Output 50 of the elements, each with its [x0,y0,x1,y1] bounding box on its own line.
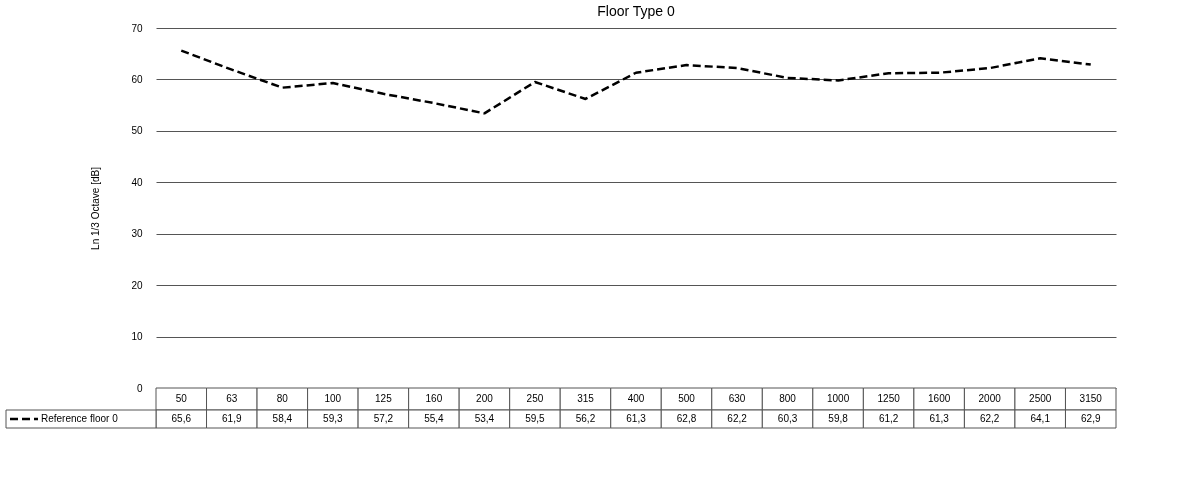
y-tick-label: 30 [131,228,143,240]
x-tick-label: 200 [476,393,494,404]
data-label: 61,3 [626,413,647,424]
data-label: 61,2 [878,413,899,424]
line-series [180,49,1092,115]
x-tick-label: 800 [779,393,797,404]
data-label: 59,3 [323,413,344,424]
data-label: 62,9 [1081,413,1101,424]
x-tick-label: 1600 [928,393,951,404]
data-label: 55,4 [424,413,445,424]
data-label: 64,1 [1030,413,1051,424]
y-axis-title: Ln 1/3 Octave [dB] [90,166,102,250]
x-tick-label: 125 [375,393,393,404]
chart-title: Floor Type 0 [597,3,675,19]
y-tick-label: 60 [131,73,143,85]
y-tick-label: 20 [131,279,143,291]
data-label: 59,5 [525,413,546,424]
data-label: 62,2 [979,413,1000,424]
x-tick-label: 3150 [1079,393,1103,404]
x-tick-label: 63 [226,393,238,404]
y-tick-label: 10 [131,331,143,343]
legend-label: Reference floor 0 [41,413,119,424]
y-tick-label: 40 [131,176,143,188]
y-tick-label: 50 [131,125,143,137]
x-tick-label: 1250 [877,393,901,404]
data-label: 62,8 [676,413,697,424]
data-label: 58,4 [272,413,293,424]
y-tick-label: 70 [131,22,143,34]
x-tick-label: 160 [425,393,443,404]
x-tick-label: 50 [175,393,188,404]
x-tick-label: 1000 [826,393,850,404]
x-tick-label: 400 [627,393,645,404]
data-label: 59,8 [828,413,849,424]
data-label: 61,3 [929,413,950,424]
data-label: 60,3 [777,413,798,424]
x-tick-label: 500 [678,393,696,404]
x-tick-label: 315 [577,393,595,404]
x-tick-label: 630 [728,393,746,404]
data-label: 62,2 [727,413,748,424]
data-label: 57,2 [373,413,394,424]
x-tick-label: 80 [276,393,289,404]
x-tick-label: 2000 [978,393,1002,404]
data-label: 65,6 [171,413,192,424]
data-label: 53,4 [474,413,495,424]
data-label: 56,2 [575,413,596,424]
x-tick-label: 100 [324,393,342,404]
y-tick-label: 0 [136,382,143,394]
x-tick-label: 250 [526,393,544,404]
data-label: 61,9 [222,413,242,424]
x-tick-label: 2500 [1029,393,1052,404]
